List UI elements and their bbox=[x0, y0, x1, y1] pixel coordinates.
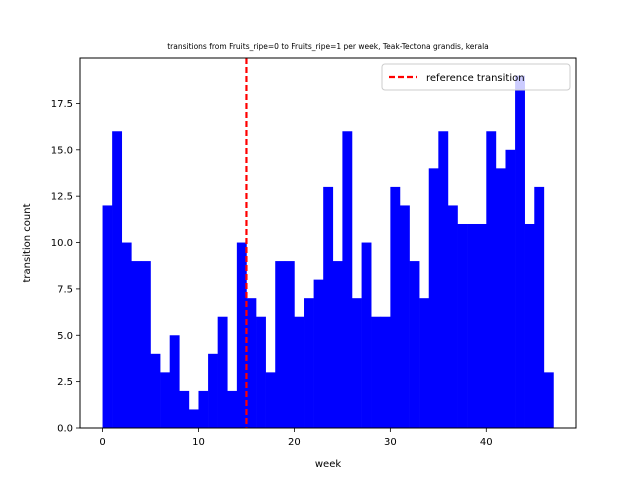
histogram-bar bbox=[198, 390, 209, 428]
y-ticks: 0.0 2.5 5.0 7.5 10.0 12.5 15.0 17.5 bbox=[51, 99, 80, 435]
histogram-bar bbox=[447, 205, 458, 428]
histogram-bar bbox=[505, 149, 516, 429]
y-tick-label: 17.5 bbox=[51, 99, 73, 110]
histogram-bar bbox=[294, 316, 305, 428]
histogram-bar bbox=[361, 242, 372, 428]
histogram-bar bbox=[227, 390, 238, 428]
y-tick-label: 15.0 bbox=[51, 145, 73, 156]
histogram-bar bbox=[486, 131, 497, 428]
legend-label: reference transition bbox=[426, 73, 525, 84]
y-tick-label: 0.0 bbox=[57, 424, 73, 435]
x-tick-label: 40 bbox=[480, 437, 493, 448]
histogram-bar bbox=[495, 168, 506, 428]
histogram-bar bbox=[342, 131, 353, 428]
histogram-bar bbox=[438, 131, 449, 428]
x-tick-label: 20 bbox=[288, 437, 301, 448]
histogram-bar bbox=[351, 298, 362, 428]
histogram-bar bbox=[457, 223, 468, 428]
histogram-bar bbox=[467, 223, 477, 428]
histogram-bar bbox=[265, 372, 276, 428]
x-tick-label: 10 bbox=[192, 437, 205, 448]
histogram-bar bbox=[131, 261, 142, 428]
y-tick-label: 10.0 bbox=[51, 238, 73, 249]
chart-title: transitions from Fruits_ripe=0 to Fruits… bbox=[167, 42, 489, 51]
histogram-bar bbox=[543, 372, 554, 428]
histogram-bar bbox=[534, 186, 545, 428]
histogram-bar bbox=[150, 353, 161, 428]
histogram-bar bbox=[304, 298, 314, 428]
histogram-bar bbox=[515, 75, 525, 429]
histogram-bar bbox=[409, 261, 420, 428]
histogram-bar bbox=[313, 279, 324, 428]
histogram-bar bbox=[390, 186, 401, 428]
histogram-bar bbox=[102, 205, 113, 428]
histogram-bar bbox=[160, 372, 170, 428]
histogram-bar bbox=[275, 261, 286, 428]
bars-group bbox=[102, 75, 554, 429]
y-tick-label: 7.5 bbox=[57, 284, 73, 295]
histogram-bar bbox=[419, 298, 430, 428]
histogram-bar bbox=[380, 316, 391, 428]
y-axis-label: transition count bbox=[22, 203, 33, 282]
histogram-bar bbox=[208, 353, 218, 428]
histogram-bar bbox=[169, 335, 180, 428]
histogram-bar bbox=[188, 409, 199, 428]
x-ticks: 0 10 20 30 40 bbox=[99, 428, 493, 448]
x-tick-label: 0 bbox=[99, 437, 105, 448]
histogram-bar bbox=[371, 316, 382, 428]
x-tick-label: 30 bbox=[384, 437, 397, 448]
histogram-bar bbox=[217, 316, 228, 428]
histogram-bar bbox=[112, 131, 123, 428]
histogram-bar bbox=[179, 390, 190, 428]
histogram-bar bbox=[236, 242, 247, 428]
legend: reference transition bbox=[381, 63, 571, 91]
histogram-bar bbox=[428, 168, 439, 428]
legend-box bbox=[381, 63, 571, 91]
histogram-bar bbox=[476, 223, 487, 428]
histogram-bar bbox=[399, 205, 410, 428]
histogram-bar bbox=[121, 242, 132, 428]
y-tick-label: 2.5 bbox=[57, 377, 73, 388]
histogram-bar bbox=[323, 186, 334, 428]
histogram-bar bbox=[140, 261, 151, 428]
plot-frame bbox=[79, 57, 577, 429]
histogram-bar bbox=[246, 298, 257, 428]
histogram-bar bbox=[284, 261, 295, 428]
histogram-bar bbox=[524, 223, 535, 428]
y-tick-label: 12.5 bbox=[51, 192, 73, 203]
x-axis-label: week bbox=[315, 459, 341, 470]
y-tick-label: 5.0 bbox=[57, 331, 73, 342]
histogram-bar bbox=[332, 261, 343, 428]
histogram-bar bbox=[256, 316, 266, 428]
